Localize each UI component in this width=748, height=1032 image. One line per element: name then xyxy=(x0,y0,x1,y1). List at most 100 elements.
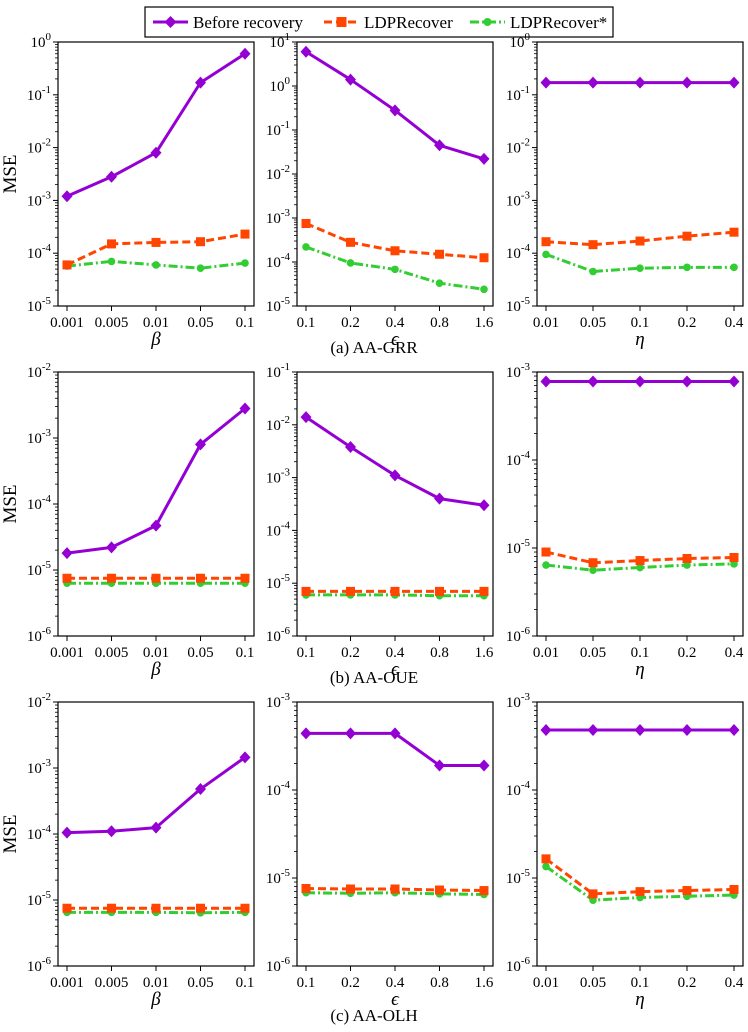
point-ldp xyxy=(682,553,692,563)
y-tick-label: 10-2 xyxy=(266,163,290,183)
point-ldp xyxy=(107,573,116,583)
point-ldp xyxy=(346,884,355,894)
point-before xyxy=(239,751,251,764)
series-line-ldpstar xyxy=(545,562,735,572)
x-tick-label: 0.1 xyxy=(236,975,255,991)
y-tick-label: 10-1 xyxy=(266,361,290,381)
point-before xyxy=(478,759,490,772)
plot-frame xyxy=(296,701,494,967)
point-before xyxy=(434,492,445,505)
x-axis-label: ϵ xyxy=(391,659,400,680)
legend-marker-before xyxy=(164,16,177,28)
point-ldp xyxy=(151,237,161,247)
y-axis-label: MSE xyxy=(0,814,21,853)
point-before xyxy=(389,727,401,740)
point-ldpstar xyxy=(636,563,644,572)
x-tick-label: 0.01 xyxy=(143,975,169,991)
y-tick-label: 100 xyxy=(31,31,52,51)
point-ldpstar xyxy=(542,561,550,569)
y-tick-label: 10-3 xyxy=(27,757,52,777)
legend-marker-ldpstar xyxy=(483,18,492,26)
point-before xyxy=(540,375,552,388)
point-before xyxy=(728,724,740,737)
point-ldp xyxy=(729,552,739,562)
point-ldp xyxy=(682,886,692,896)
chart-1-1: 10-5 10-4 10-3 10-2 10-1 100 0.001 0.005 0.01 0.0… xyxy=(0,31,255,350)
x-tick-label: 0.05 xyxy=(580,645,606,661)
x-tick-label: 0.2 xyxy=(678,315,697,331)
y-tick-label: 10-4 xyxy=(506,449,531,469)
x-tick-label: 0.01 xyxy=(143,315,169,331)
point-before xyxy=(239,402,251,415)
point-ldpstar xyxy=(683,561,691,569)
caption-c: (c) AA-OLH xyxy=(330,1006,417,1025)
point-before xyxy=(61,190,73,203)
legend-label-ldpstar: LDPRecover* xyxy=(510,13,607,32)
x-tick-label: 0.001 xyxy=(50,975,84,991)
x-tick-label: 0.2 xyxy=(341,645,360,661)
point-before xyxy=(587,375,599,388)
plot-frame xyxy=(536,701,744,967)
point-before xyxy=(728,375,740,388)
series-line-ldp xyxy=(545,230,735,247)
series-line-before xyxy=(305,415,485,507)
chart-3-1: 10-6 10-5 10-4 10-3 10-2 0.001 0.005 0.01 0.05 0.… xyxy=(0,691,255,1010)
point-ldp xyxy=(301,218,311,228)
x-tick-label: 0.01 xyxy=(533,315,559,331)
point-ldp xyxy=(479,586,489,596)
x-tick-label: 0.005 xyxy=(95,975,129,991)
y-tick-label: 10-3 xyxy=(27,427,52,447)
point-before xyxy=(61,826,73,839)
point-ldp xyxy=(635,236,645,246)
y-tick-label: 10-2 xyxy=(27,361,51,381)
x-tick-label: 0.4 xyxy=(725,645,744,661)
y-tick-label: 10-5 xyxy=(506,295,531,315)
y-tick-label: 10-1 xyxy=(266,119,290,139)
point-ldp xyxy=(196,573,205,583)
x-tick-label: 0.001 xyxy=(50,645,84,661)
point-ldpstar xyxy=(480,285,488,294)
point-ldpstar xyxy=(683,263,691,272)
y-tick-label: 10-5 xyxy=(27,559,52,579)
x-tick-label: 0.1 xyxy=(631,975,650,991)
y-axis-label: MSE xyxy=(0,484,21,523)
point-ldp xyxy=(541,547,551,557)
legend-marker-ldp xyxy=(336,17,347,27)
x-tick-label: 0.4 xyxy=(386,645,405,661)
y-tick-label: 10-2 xyxy=(27,137,51,157)
y-tick-label: 10-6 xyxy=(266,955,291,975)
point-before xyxy=(389,469,401,482)
point-ldp xyxy=(541,854,551,864)
point-before xyxy=(389,104,401,117)
y-tick-label: 10-3 xyxy=(506,189,531,209)
point-ldpstar xyxy=(542,250,550,259)
point-ldp xyxy=(435,249,444,259)
y-tick-label: 100 xyxy=(270,75,291,95)
point-before xyxy=(681,76,693,89)
point-ldp xyxy=(390,246,400,256)
point-before xyxy=(345,440,356,453)
point-ldp xyxy=(390,586,400,596)
x-axis-label: η xyxy=(635,659,644,680)
point-before xyxy=(434,759,445,772)
point-before xyxy=(587,724,599,737)
point-ldp xyxy=(390,884,400,894)
point-ldpstar xyxy=(346,259,355,267)
point-before xyxy=(634,375,646,388)
y-tick-label: 10-2 xyxy=(27,691,51,711)
point-before xyxy=(681,375,693,388)
point-ldpstar xyxy=(302,243,310,251)
y-tick-label: 10-4 xyxy=(266,251,291,271)
chart-2-2: 10-6 10-5 10-4 10-3 10-2 10-1 0.1 0.2 0.4 0.8 1.6 ϵ xyxy=(266,361,494,680)
x-tick-label: 0.05 xyxy=(580,975,606,991)
y-tick-label: 10-1 xyxy=(27,84,51,104)
point-ldp xyxy=(196,903,205,913)
point-ldp xyxy=(635,556,645,566)
legend-box xyxy=(144,6,614,38)
x-tick-label: 0.4 xyxy=(386,975,405,991)
point-ldp xyxy=(588,240,598,250)
point-ldp xyxy=(151,573,161,583)
y-tick-label: 10-4 xyxy=(506,242,531,262)
